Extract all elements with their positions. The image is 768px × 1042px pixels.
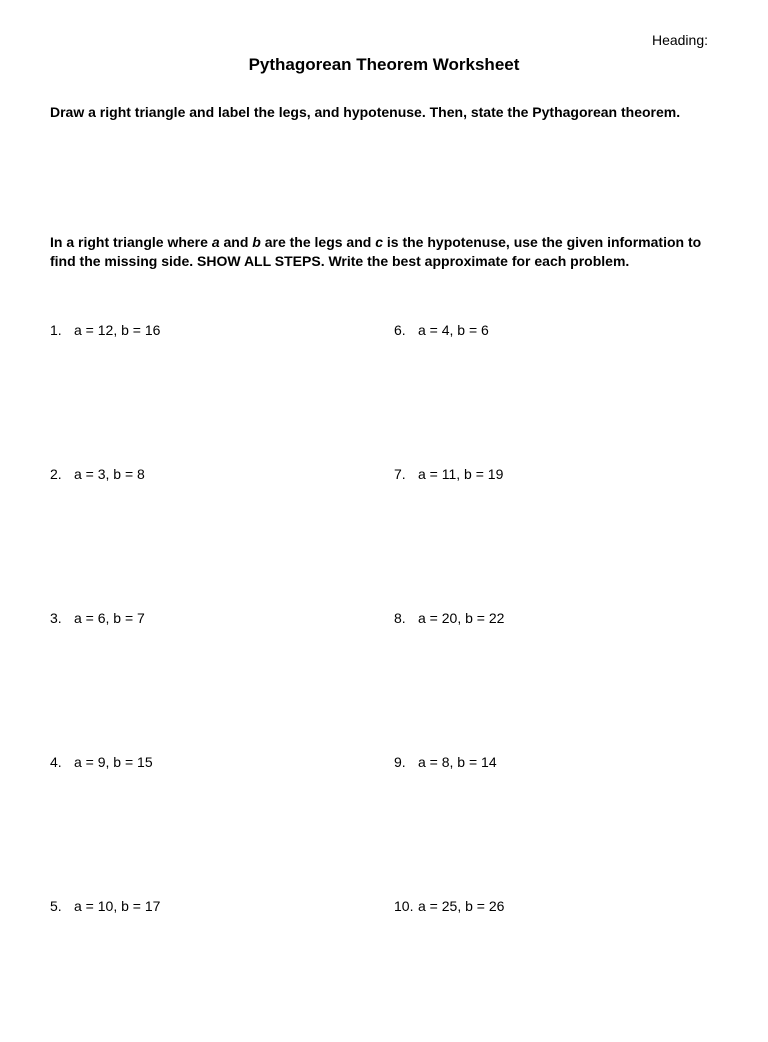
problem-6: 6. a = 4, b = 6 bbox=[394, 322, 718, 338]
problems-grid: 1. a = 12, b = 16 2. a = 3, b = 8 3. a =… bbox=[50, 322, 718, 1042]
problem-number: 2. bbox=[50, 466, 74, 482]
problem-text: a = 3, b = 8 bbox=[74, 466, 374, 482]
problem-text: a = 8, b = 14 bbox=[418, 754, 718, 770]
problem-3: 3. a = 6, b = 7 bbox=[50, 610, 374, 626]
problem-text: a = 12, b = 16 bbox=[74, 322, 374, 338]
problem-2: 2. a = 3, b = 8 bbox=[50, 466, 374, 482]
instruction-draw-triangle: Draw a right triangle and label the legs… bbox=[50, 103, 718, 123]
problem-number: 5. bbox=[50, 898, 74, 914]
problem-10: 10. a = 25, b = 26 bbox=[394, 898, 718, 914]
problem-number: 3. bbox=[50, 610, 74, 626]
instruction2-part2: and bbox=[220, 234, 253, 250]
problem-text: a = 11, b = 19 bbox=[418, 466, 718, 482]
problem-number: 4. bbox=[50, 754, 74, 770]
problem-text: a = 25, b = 26 bbox=[418, 898, 718, 914]
problem-4: 4. a = 9, b = 15 bbox=[50, 754, 374, 770]
problem-number: 1. bbox=[50, 322, 74, 338]
instruction2-var-c: c bbox=[375, 234, 383, 250]
problem-1: 1. a = 12, b = 16 bbox=[50, 322, 374, 338]
worksheet-title: Pythagorean Theorem Worksheet bbox=[50, 55, 718, 75]
problem-text: a = 20, b = 22 bbox=[418, 610, 718, 626]
problem-number: 8. bbox=[394, 610, 418, 626]
instruction2-var-a: a bbox=[212, 234, 220, 250]
problems-right-column: 6. a = 4, b = 6 7. a = 11, b = 19 8. a =… bbox=[394, 322, 718, 1042]
heading-label: Heading: bbox=[652, 32, 708, 48]
problem-number: 9. bbox=[394, 754, 418, 770]
problem-text: a = 4, b = 6 bbox=[418, 322, 718, 338]
problem-9: 9. a = 8, b = 14 bbox=[394, 754, 718, 770]
problems-left-column: 1. a = 12, b = 16 2. a = 3, b = 8 3. a =… bbox=[50, 322, 374, 1042]
problem-text: a = 9, b = 15 bbox=[74, 754, 374, 770]
problem-8: 8. a = 20, b = 22 bbox=[394, 610, 718, 626]
problem-number: 10. bbox=[394, 898, 418, 914]
problem-text: a = 10, b = 17 bbox=[74, 898, 374, 914]
problem-text: a = 6, b = 7 bbox=[74, 610, 374, 626]
instruction-find-missing-side: In a right triangle where a and b are th… bbox=[50, 233, 718, 272]
problem-number: 6. bbox=[394, 322, 418, 338]
instruction2-part1: In a right triangle where bbox=[50, 234, 212, 250]
problem-5: 5. a = 10, b = 17 bbox=[50, 898, 374, 914]
problem-number: 7. bbox=[394, 466, 418, 482]
problem-7: 7. a = 11, b = 19 bbox=[394, 466, 718, 482]
instruction2-var-b: b bbox=[252, 234, 261, 250]
instruction2-part3: are the legs and bbox=[261, 234, 375, 250]
